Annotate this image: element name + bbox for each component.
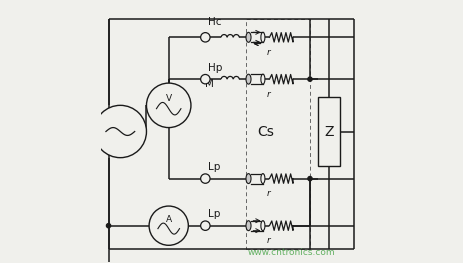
- Circle shape: [200, 174, 210, 183]
- Circle shape: [146, 83, 191, 128]
- Ellipse shape: [246, 32, 251, 42]
- Text: Z: Z: [324, 124, 334, 139]
- Ellipse shape: [261, 174, 265, 184]
- Ellipse shape: [246, 74, 251, 84]
- Ellipse shape: [261, 32, 265, 42]
- Text: Cs: Cs: [257, 124, 274, 139]
- Circle shape: [200, 221, 210, 230]
- Text: r: r: [266, 48, 270, 57]
- Text: Hc: Hc: [208, 17, 221, 27]
- Text: A: A: [166, 215, 172, 224]
- Circle shape: [149, 206, 188, 245]
- Bar: [246, 19, 310, 249]
- Text: V: V: [166, 94, 172, 103]
- Ellipse shape: [261, 74, 265, 84]
- Text: Hp: Hp: [208, 63, 222, 73]
- Text: r: r: [266, 236, 270, 245]
- Circle shape: [308, 176, 312, 181]
- Circle shape: [94, 105, 146, 158]
- Text: r: r: [266, 90, 270, 99]
- Ellipse shape: [246, 221, 251, 231]
- Circle shape: [106, 224, 111, 228]
- Bar: [318, 98, 340, 165]
- Circle shape: [200, 74, 210, 84]
- Circle shape: [200, 33, 210, 42]
- Text: r: r: [266, 189, 270, 198]
- Text: www.cntronics.com: www.cntronics.com: [248, 248, 336, 257]
- Circle shape: [308, 77, 312, 81]
- Ellipse shape: [261, 221, 265, 231]
- Text: Lp: Lp: [208, 209, 220, 219]
- Text: M: M: [205, 79, 214, 89]
- Ellipse shape: [246, 174, 251, 184]
- Text: Lp: Lp: [208, 162, 220, 172]
